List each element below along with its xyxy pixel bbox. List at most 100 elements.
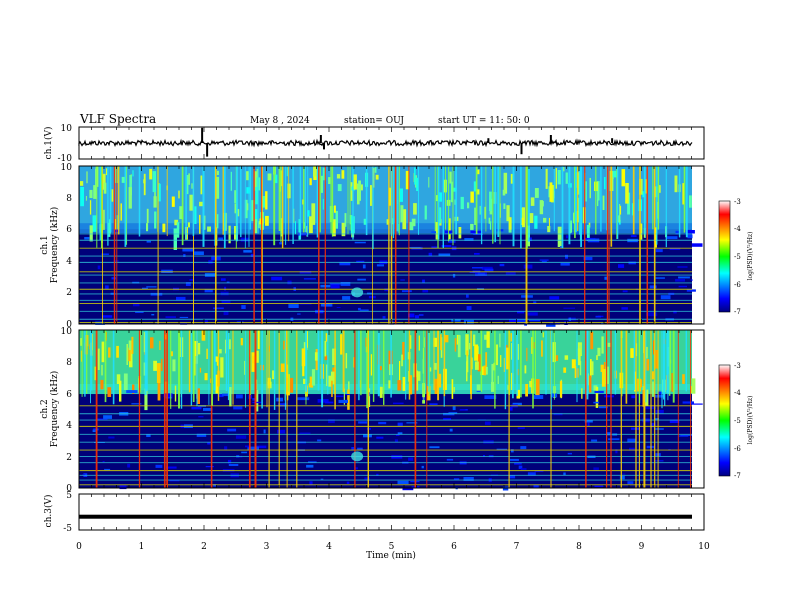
time-tick-label: 3 xyxy=(264,542,270,552)
spectrogram-texture xyxy=(395,434,400,436)
spectrogram-texture xyxy=(560,262,570,266)
spectrogram-texture xyxy=(376,264,384,267)
spectrogram-texture xyxy=(523,264,533,269)
spectrogram-texture xyxy=(529,213,534,223)
spectrogram-texture xyxy=(604,276,608,280)
spectrogram-texture xyxy=(194,341,198,356)
spectrogram-texture xyxy=(353,174,357,190)
spectrogram-texture xyxy=(101,341,105,363)
spectrogram-texture xyxy=(567,452,572,455)
spectrogram-texture xyxy=(201,330,206,341)
spectrogram-texture xyxy=(376,473,379,476)
spectrogram-texture xyxy=(216,356,219,366)
spectrogram-texture xyxy=(528,237,532,242)
spectrogram-texture xyxy=(405,170,409,190)
spectrogram-texture xyxy=(218,237,223,241)
spectrogram-texture xyxy=(507,385,510,390)
spectrogram-texture xyxy=(608,438,620,441)
spectrogram-texture xyxy=(328,419,335,424)
spectrogram-texture xyxy=(330,284,340,289)
spectrogram-texture xyxy=(370,354,373,376)
spectrogram-texture xyxy=(220,278,226,281)
spectrogram-texture xyxy=(584,420,593,423)
spectrogram-texture xyxy=(142,287,148,289)
spectrogram-texture xyxy=(545,168,548,189)
spectrogram-texture xyxy=(97,348,100,370)
spectrogram-texture xyxy=(511,449,514,453)
spectrogram-texture xyxy=(594,390,604,394)
spectrogram-texture xyxy=(161,358,163,372)
spectrogram-texture xyxy=(171,196,175,207)
spectrogram-texture xyxy=(589,177,591,199)
spectrogram-texture xyxy=(429,446,440,449)
spectrogram-texture xyxy=(103,182,107,194)
spectrogram-texture xyxy=(418,335,420,351)
ch1-spectrogram-ticks xyxy=(78,166,705,324)
spectrogram-texture xyxy=(527,312,538,316)
spectrogram-texture xyxy=(271,276,283,281)
spectrogram-texture xyxy=(188,173,190,185)
spectrogram-texture xyxy=(453,387,455,393)
spectrogram-texture xyxy=(84,342,88,355)
spectrogram-texture xyxy=(655,277,665,279)
spectrogram-texture xyxy=(524,365,527,374)
spectrogram-texture xyxy=(604,177,606,190)
ch1-ytick-4: 4 xyxy=(66,257,72,267)
spectrogram-texture xyxy=(253,209,258,222)
spectrogram-texture xyxy=(340,334,343,355)
spectrogram-texture xyxy=(85,196,87,201)
spectrogram-texture xyxy=(247,446,259,450)
ch1-waveform-trace xyxy=(78,127,693,157)
spectrogram-texture xyxy=(170,351,173,357)
spectrogram-texture xyxy=(128,347,131,362)
spectrogram-texture xyxy=(413,203,417,215)
spectrogram-texture xyxy=(131,403,142,405)
spectrogram-texture xyxy=(450,181,454,203)
spectrogram-texture xyxy=(328,375,332,387)
spectrogram-texture xyxy=(146,286,157,288)
spectrogram-texture xyxy=(659,185,661,193)
spectrogram-texture xyxy=(324,341,327,357)
spectrogram-texture xyxy=(520,446,527,450)
spectrogram-texture xyxy=(485,352,488,372)
spectrogram-texture xyxy=(571,359,576,369)
spectrogram-texture xyxy=(543,217,547,223)
spectrogram-texture xyxy=(627,438,637,443)
spectrogram-texture xyxy=(489,221,492,230)
spectrogram-texture xyxy=(573,212,575,224)
spectrogram-texture xyxy=(309,178,312,186)
ch1-spectrogram-panel: 0 2 4 6 8 10 ch.1 Frequency (kHz) xyxy=(40,163,705,330)
spectrogram-texture xyxy=(529,319,541,322)
spectrogram-texture xyxy=(474,207,476,225)
spectrogram-hotspot xyxy=(351,287,364,298)
spectrogram-texture xyxy=(216,170,219,175)
spectrogram-band-edge xyxy=(79,384,692,395)
spectrogram-texture xyxy=(654,428,664,430)
spectrogram-texture xyxy=(549,296,560,300)
spectrogram-texture xyxy=(466,350,468,357)
ch3-waveform-trace xyxy=(79,514,692,519)
spectrogram-texture xyxy=(185,282,191,286)
spectrogram-texture xyxy=(619,475,625,480)
spectrogram-texture xyxy=(436,195,439,202)
ch1-waveform-panel: 10 -10 ch.1(V) xyxy=(43,124,705,164)
spectrogram-texture xyxy=(358,307,361,311)
spectrogram-texture xyxy=(127,463,131,468)
time-tick-label: 8 xyxy=(576,542,582,552)
ch1-cbar-tick-m4: -4 xyxy=(734,225,741,233)
ch3-waveform-frame xyxy=(78,493,705,531)
spectrogram-texture xyxy=(150,337,154,349)
spectrogram-texture xyxy=(418,314,424,316)
spectrogram-texture xyxy=(484,395,497,399)
ch1-ytick-6: 6 xyxy=(66,225,72,235)
spectrogram-texture xyxy=(169,480,180,482)
spectrogram-texture xyxy=(489,191,492,212)
time-tick-label: 10 xyxy=(698,542,710,552)
spectrogram-texture xyxy=(686,289,696,292)
spectrogram-texture xyxy=(640,223,643,240)
ch3-waveform-panel: 5 -5 ch.3(V) xyxy=(43,491,705,534)
spectrogram-texture xyxy=(255,445,267,449)
time-tick-label: 5 xyxy=(389,542,395,552)
spectrogram-texture xyxy=(593,385,598,391)
